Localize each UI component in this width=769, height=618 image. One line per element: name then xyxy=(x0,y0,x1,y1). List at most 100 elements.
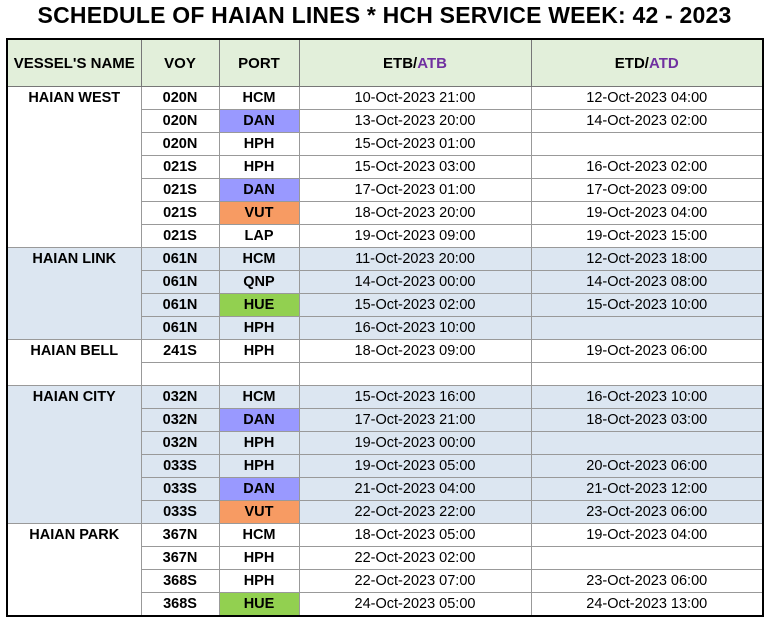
schedule-row: 020N HPH 15-Oct-2023 01:00 xyxy=(7,132,764,156)
schedule-row xyxy=(7,362,764,386)
etb-cell: 22-Oct-2023 22:00 xyxy=(298,500,532,524)
voy-cell: 241S xyxy=(140,339,220,363)
voy-cell: 032N xyxy=(140,431,220,455)
voy-cell xyxy=(140,362,220,386)
etd-cell: 17-Oct-2023 09:00 xyxy=(530,178,764,202)
schedule-row: HAIAN WEST 020N HCM 10-Oct-2023 21:00 12-Oct… xyxy=(6,86,764,248)
voy-cell: 368S xyxy=(140,592,220,617)
header-text: ETD/ xyxy=(614,54,649,72)
column-header: VESSEL'S NAME xyxy=(6,38,142,87)
voy-cell: 020N xyxy=(140,86,220,110)
column-header: ETD/ATD xyxy=(530,38,764,87)
column-header: VOY xyxy=(140,38,220,87)
etb-cell: 18-Oct-2023 20:00 xyxy=(298,201,532,225)
etb-cell: 13-Oct-2023 20:00 xyxy=(298,109,532,133)
etb-cell: 15-Oct-2023 16:00 xyxy=(298,385,532,409)
etb-cell: 24-Oct-2023 05:00 xyxy=(298,592,532,617)
port-cell: HPH xyxy=(218,546,300,570)
etd-cell xyxy=(530,431,764,455)
voy-cell: 061N xyxy=(140,316,220,340)
port-cell: HPH xyxy=(218,569,300,593)
etd-cell xyxy=(530,132,764,156)
etb-cell: 19-Oct-2023 05:00 xyxy=(298,454,532,478)
etb-cell: 22-Oct-2023 07:00 xyxy=(298,569,532,593)
etd-cell: 23-Oct-2023 06:00 xyxy=(530,569,764,593)
vessel-name: HAIAN WEST xyxy=(6,86,142,248)
etd-cell: 15-Oct-2023 10:00 xyxy=(530,293,764,317)
etb-cell: 15-Oct-2023 01:00 xyxy=(298,132,532,156)
voy-cell: 021S xyxy=(140,155,220,179)
table-body: HAIAN WEST 020N HCM 10-Oct-2023 21:00 12-Oct… xyxy=(6,86,764,617)
voy-cell: 033S xyxy=(140,477,220,501)
etd-cell: 14-Oct-2023 02:00 xyxy=(530,109,764,133)
etd-cell: 19-Oct-2023 04:00 xyxy=(530,201,764,225)
port-cell: HUE xyxy=(218,592,300,617)
etd-cell: 21-Oct-2023 12:00 xyxy=(530,477,764,501)
etd-cell: 19-Oct-2023 04:00 xyxy=(530,523,764,547)
voy-cell: 032N xyxy=(140,408,220,432)
port-cell: HPH xyxy=(218,316,300,340)
etb-cell: 19-Oct-2023 09:00 xyxy=(298,224,532,248)
voy-cell: 021S xyxy=(140,178,220,202)
vessel-name: HAIAN PARK xyxy=(6,523,142,617)
etd-cell: 14-Oct-2023 08:00 xyxy=(530,270,764,294)
schedule-row: HAIAN PARK 367N HCM 18-Oct-2023 05:00 19-Oct… xyxy=(6,523,764,617)
schedule-row: 368S HPH 22-Oct-2023 07:00 23-Oct-2023 06:0… xyxy=(7,569,764,593)
port-cell: HCM xyxy=(218,385,300,409)
etd-cell: 19-Oct-2023 06:00 xyxy=(530,339,764,363)
schedule-table: VESSEL'S NAME VOY PORT ETB/ATB ETD/ATD HAIAN… xyxy=(6,38,764,617)
etb-cell xyxy=(298,362,532,386)
port-cell: HPH xyxy=(218,339,300,363)
voy-cell: 021S xyxy=(140,201,220,225)
schedule-row: HAIAN LINK 061N HCM 11-Oct-2023 20:00 12-Oct… xyxy=(6,247,764,340)
etd-cell: 20-Oct-2023 06:00 xyxy=(530,454,764,478)
column-header: ETB/ATB xyxy=(298,38,532,87)
voy-cell: 020N xyxy=(140,109,220,133)
port-cell: HPH xyxy=(218,155,300,179)
vessel-name: HAIAN LINK xyxy=(6,247,142,340)
header-text: ETB/ xyxy=(383,54,418,72)
schedule-row: 032N HPH 19-Oct-2023 00:00 xyxy=(7,431,764,455)
etd-cell xyxy=(530,362,764,386)
voy-cell: 033S xyxy=(140,454,220,478)
port-cell: DAN xyxy=(218,178,300,202)
port-cell: VUT xyxy=(218,201,300,225)
etd-cell: 24-Oct-2023 13:00 xyxy=(530,592,764,617)
voy-cell: 367N xyxy=(140,523,220,547)
port-cell: HPH xyxy=(218,132,300,156)
voy-cell: 033S xyxy=(140,500,220,524)
etd-cell: 18-Oct-2023 03:00 xyxy=(530,408,764,432)
port-cell: DAN xyxy=(218,408,300,432)
schedule-row: 061N HUE 15-Oct-2023 02:00 15-Oct-2023 10:0… xyxy=(7,293,764,317)
vessel-name: HAIAN BELL xyxy=(6,339,142,386)
port-cell: VUT xyxy=(218,500,300,524)
port-cell: LAP xyxy=(218,224,300,248)
voy-cell: 367N xyxy=(140,546,220,570)
etb-cell: 11-Oct-2023 20:00 xyxy=(298,247,532,271)
port-cell: HPH xyxy=(218,431,300,455)
port-cell: HCM xyxy=(218,86,300,110)
etd-cell xyxy=(530,546,764,570)
vessel-name: HAIAN CITY xyxy=(6,385,142,524)
etb-cell: 21-Oct-2023 04:00 xyxy=(298,477,532,501)
port-cell: HPH xyxy=(218,454,300,478)
etb-cell: 19-Oct-2023 00:00 xyxy=(298,431,532,455)
etb-cell: 14-Oct-2023 00:00 xyxy=(298,270,532,294)
schedule-row: 020N DAN 13-Oct-2023 20:00 14-Oct-2023 02:0… xyxy=(7,109,764,133)
etb-cell: 10-Oct-2023 21:00 xyxy=(298,86,532,110)
voy-cell: 021S xyxy=(140,224,220,248)
port-cell: DAN xyxy=(218,109,300,133)
voy-cell: 020N xyxy=(140,132,220,156)
etb-cell: 15-Oct-2023 03:00 xyxy=(298,155,532,179)
port-cell: HCM xyxy=(218,523,300,547)
etb-cell: 22-Oct-2023 02:00 xyxy=(298,546,532,570)
etb-cell: 17-Oct-2023 01:00 xyxy=(298,178,532,202)
header-text: PORT xyxy=(238,54,280,72)
etd-cell: 23-Oct-2023 06:00 xyxy=(530,500,764,524)
schedule-row: 021S LAP 19-Oct-2023 09:00 19-Oct-2023 15:0… xyxy=(7,224,764,248)
header-text: VOY xyxy=(164,54,196,72)
etd-cell xyxy=(530,316,764,340)
port-cell: DAN xyxy=(218,477,300,501)
etb-cell: 17-Oct-2023 21:00 xyxy=(298,408,532,432)
